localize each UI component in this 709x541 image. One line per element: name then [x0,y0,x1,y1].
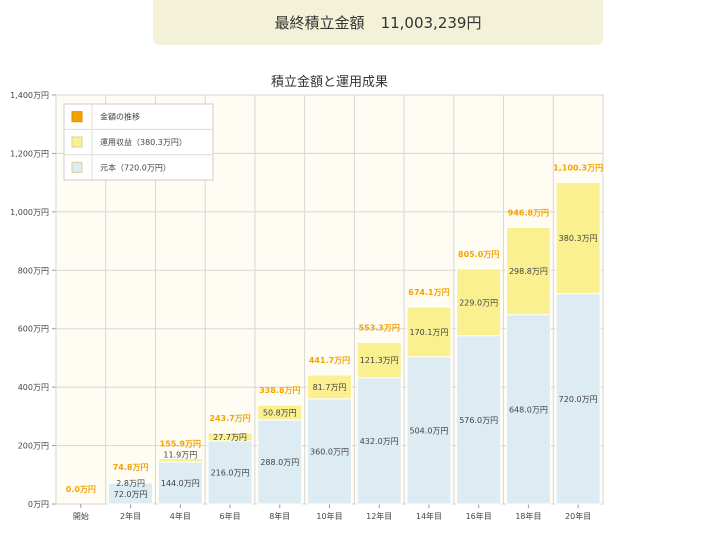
bar-total-label: 243.7万円 [209,414,250,423]
bar-total-label: 0.0万円 [66,485,96,494]
bar-return [307,374,352,400]
x-tick-label: 8年目 [269,511,290,521]
legend-swatch [71,136,83,148]
bar-principal [356,377,402,505]
bar-total-label: 674.1万円 [408,288,449,297]
bar-principal [307,398,352,505]
bar-principal [456,335,502,505]
bar-return [257,404,303,421]
chart-title: 積立金額と運用成果 [271,74,388,90]
x-tick-label: 16年目 [466,511,492,521]
bar-total-label: 155.9万円 [160,439,201,448]
bar-return [207,432,253,442]
x-tick-label: 開始 [73,511,89,521]
bar-return [108,481,154,484]
y-tick-label: 0万円 [28,500,49,509]
final-amount-value: 11,003,239円 [380,14,482,32]
bar-return [505,226,551,316]
bar-return-label: 121.3万円 [360,356,399,365]
bar-return [456,268,502,337]
bar-principal-label: 144.0万円 [161,479,200,488]
bar-total-label: 338.8万円 [259,386,300,395]
bar-principal-label: 216.0万円 [211,468,250,477]
legend-swatch [71,161,83,173]
bar-return-label: 298.8万円 [509,267,548,276]
bar-return-label: 380.3万円 [559,234,598,243]
x-tick-label: 12年目 [366,511,392,521]
y-tick-label: 800万円 [18,266,49,275]
legend-box [63,103,214,181]
bar-total-label: 1,100.3万円 [553,164,603,173]
y-tick-label: 1,000万円 [10,208,49,217]
bar-principal-label: 720.0万円 [559,395,598,404]
bar-principal-label: 504.0万円 [410,426,449,435]
legend-label: 金額の推移 [100,112,140,122]
x-tick-label: 10年目 [316,511,342,521]
bar-total-label: 805.0万円 [458,250,499,259]
bar-principal-label: 360.0万円 [310,447,349,456]
final-amount-box: 最終積立金額 11,003,239円 [153,0,603,45]
x-tick-label: 4年目 [170,511,191,521]
bar-principal-label: 648.0万円 [509,405,548,414]
legend-swatch [71,111,83,123]
bar-total-label: 74.8万円 [113,463,149,472]
bar-return-label: 170.1万円 [410,328,449,337]
bar-total-label: 441.7万円 [309,356,350,365]
x-tick-label: 18年目 [515,511,541,521]
bar-principal-label: 288.0万円 [260,458,299,467]
bar-principal-label: 72.0万円 [114,490,148,499]
y-tick-label: 600万円 [18,325,49,334]
bar-principal [505,314,551,505]
bar-return-label: 50.8万円 [263,408,297,417]
bar-principal [157,461,203,505]
bar-return-label: 81.7万円 [313,383,347,392]
y-tick-label: 200万円 [18,442,49,451]
bar-return-label: 11.9万円 [163,450,197,459]
y-tick-label: 1,400万円 [10,91,49,100]
legend-label: 元本（720.0万円） [100,162,171,172]
bar-return [406,306,452,358]
bar-total-label: 946.8万円 [508,208,549,217]
bar-return-label: 229.0万円 [459,298,498,307]
y-tick-label: 1,200万円 [10,149,49,158]
x-tick-label: 6年目 [219,511,240,521]
bar-return [157,457,203,463]
bar-return [356,341,402,379]
y-tick-label: 400万円 [18,383,49,392]
x-tick-label: 2年目 [120,511,141,521]
final-amount-label: 最終積立金額 [274,14,365,32]
x-tick-label: 20年目 [565,511,591,521]
x-tick-label: 14年目 [416,511,442,521]
bar-principal-label: 576.0万円 [459,416,498,425]
bar-principal-label: 432.0万円 [360,437,399,446]
legend-label: 運用収益（380.3万円） [100,137,187,147]
bar-return-label: 27.7万円 [213,433,247,442]
bar-return [555,182,601,295]
bar-total-label: 553.3万円 [359,323,400,332]
bar-return-label: 2.8万円 [116,479,145,488]
